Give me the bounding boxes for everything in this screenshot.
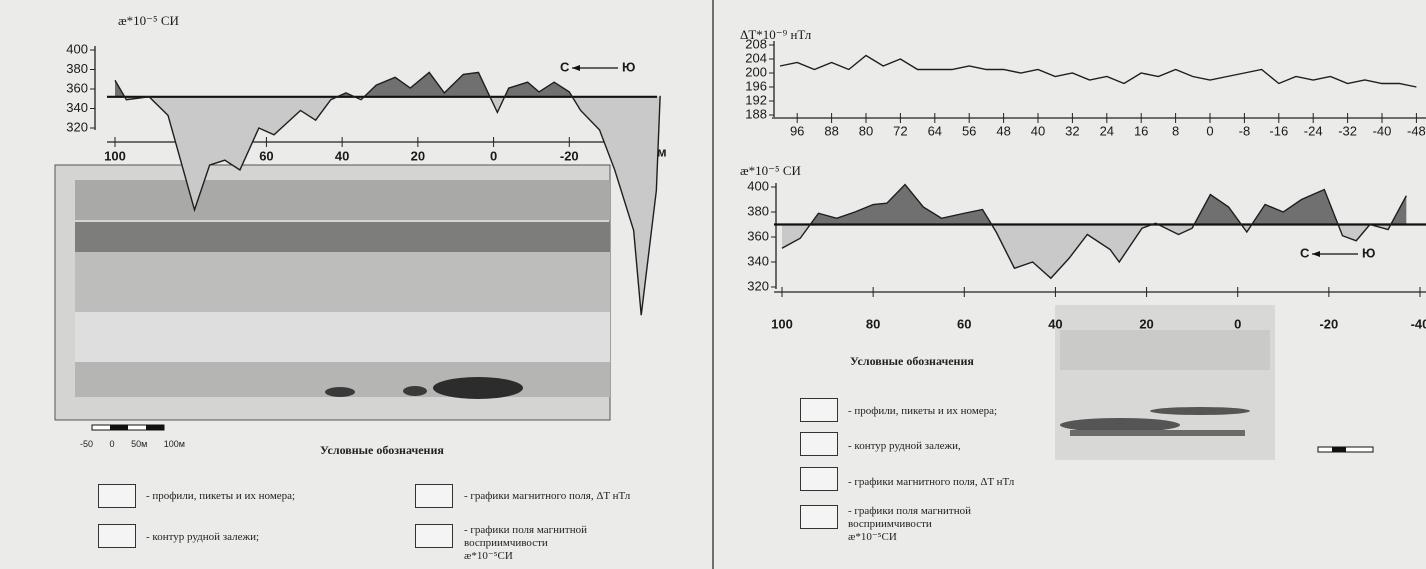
x-tick-label: -16 [1269, 123, 1288, 138]
area-fill [782, 184, 1407, 225]
y-tick-label: 200 [745, 64, 767, 79]
scale-label: 50м [131, 439, 148, 449]
y-tick-label: 400 [66, 41, 88, 56]
legend-icon [800, 432, 838, 456]
scale-bar [91, 424, 1374, 453]
legend-item: - графики магнитного поля, ΔT нТл [464, 490, 631, 502]
area-fill [124, 96, 661, 316]
direction-label: С [560, 59, 570, 74]
legend-icon [98, 524, 136, 548]
y-tick-label: 188 [745, 106, 767, 121]
y-tick-label: 340 [66, 100, 88, 115]
x-tick-label: 56 [962, 123, 976, 138]
legend-item: - графики поля магнитной восприимчивости… [848, 505, 971, 543]
legend-icon [800, 505, 838, 529]
x-tick-label: 8 [1172, 123, 1179, 138]
x-tick-label: -32 [1338, 123, 1357, 138]
y-tick-label: 320 [66, 119, 88, 134]
area-fill [115, 72, 661, 97]
x-tick-label: 60 [957, 316, 971, 331]
data-line [779, 54, 1417, 88]
y-tick-label: 320 [747, 278, 769, 293]
x-tick-label: 40 [335, 148, 349, 163]
y-tick-label: 196 [745, 78, 767, 93]
area-fill [782, 224, 1407, 279]
x-tick-label: 80 [866, 316, 880, 331]
x-tick-label: 20 [411, 148, 425, 163]
y-tick-label: 380 [747, 203, 769, 218]
legend-item: - графики магнитного поля, ΔT нТл [848, 476, 1015, 488]
legend-item: - графики поля магнитной восприимчивости… [464, 524, 587, 562]
direction-label: Ю [1362, 245, 1375, 260]
legend-title: Условные обозначения [320, 443, 444, 457]
y-tick-label: 204 [745, 50, 767, 65]
legend-title: Условные обозначения [850, 354, 974, 368]
legend-item: - контур рудной залежи, [848, 440, 961, 452]
legend-icon [800, 467, 838, 491]
arrow-head [1312, 251, 1320, 257]
y-axis-label: ΔT*10⁻⁹ нТл [740, 27, 812, 42]
legend-item: - профили, пикеты и их номера; [146, 490, 296, 502]
x-tick-label: 64 [928, 123, 942, 138]
scale-labels: -50 0 50м 100м [80, 438, 210, 451]
y-axis-label: æ*10⁻⁵ СИ [740, 163, 801, 178]
x-tick-label: 72 [893, 123, 907, 138]
x-tick-label: -40 [1373, 123, 1392, 138]
arrow-head [572, 65, 580, 71]
y-tick-label: 360 [747, 228, 769, 243]
y-tick-label: 192 [745, 92, 767, 107]
scale-label: 0 [109, 439, 115, 449]
x-tick-label: -40 [1411, 316, 1426, 331]
x-tick-label: 80 [859, 123, 873, 138]
scale-label: -50 [80, 439, 94, 449]
direction-label: Ю [622, 59, 635, 74]
x-tick-label: 40 [1031, 123, 1045, 138]
legend-item: - профили, пикеты и их номера; [848, 405, 998, 417]
legend-icon [415, 524, 453, 548]
x-axis-label: м [657, 144, 667, 159]
x-tick-label: 96 [790, 123, 804, 138]
y-tick-label: 208 [745, 36, 767, 51]
x-tick-label: -20 [1319, 316, 1338, 331]
scale-label: 100м [163, 439, 185, 449]
x-tick-label: -24 [1304, 123, 1323, 138]
x-tick-label: 32 [1065, 123, 1079, 138]
x-tick-label: 100 [104, 148, 126, 163]
x-tick-label: 20 [1139, 316, 1153, 331]
y-tick-label: 340 [747, 253, 769, 268]
x-tick-label: 100 [771, 316, 793, 331]
x-tick-label: 24 [1100, 123, 1114, 138]
direction-label: С [1300, 245, 1310, 260]
y-tick-label: 400 [747, 178, 769, 193]
x-tick-label: 0 [1234, 316, 1241, 331]
geologic-section [54, 164, 611, 421]
y-tick-label: 360 [66, 80, 88, 95]
legend-icon [800, 398, 838, 422]
geologic-section [1055, 305, 1275, 460]
y-axis-label: æ*10⁻⁵ СИ [118, 13, 179, 28]
legend-icon [98, 484, 136, 508]
x-tick-label: -20 [560, 148, 579, 163]
legend-icon [415, 484, 453, 508]
x-tick-label: 88 [824, 123, 838, 138]
x-tick-label: -8 [1239, 123, 1251, 138]
x-tick-label: -48 [1407, 123, 1426, 138]
y-tick-label: 380 [66, 61, 88, 76]
data-line [114, 71, 661, 316]
x-tick-label: 0 [1206, 123, 1213, 138]
x-tick-label: 16 [1134, 123, 1148, 138]
x-tick-label: 0 [490, 148, 497, 163]
x-tick-label: 60 [259, 148, 273, 163]
data-line [781, 183, 1407, 280]
legend-item: - контур рудной залежи; [146, 531, 260, 543]
x-tick-label: 40 [1048, 316, 1062, 331]
x-tick-label: 48 [996, 123, 1010, 138]
